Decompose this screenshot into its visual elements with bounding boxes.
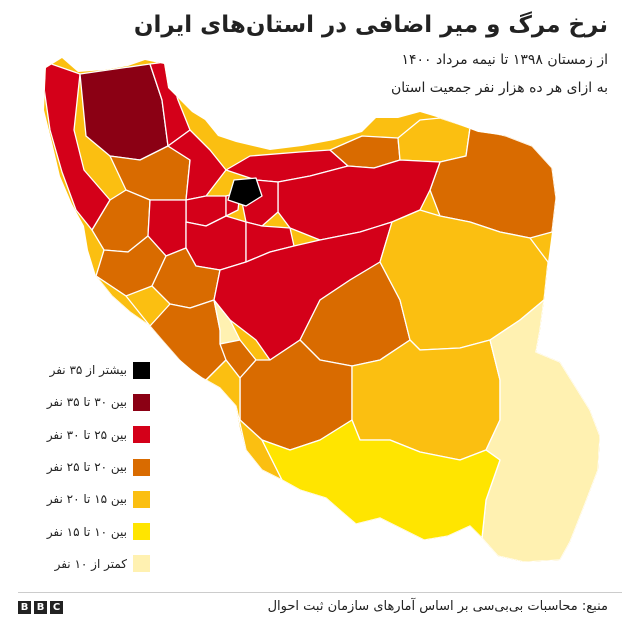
legend-swatch bbox=[133, 490, 150, 508]
legend-item: بین ۳۰ تا ۳۵ نفر bbox=[0, 386, 150, 418]
province-semnan bbox=[277, 159, 441, 241]
legend-item: بین ۱۵ تا ۲۰ نفر bbox=[0, 483, 150, 515]
source-note: منبع: محاسبات بی‌بی‌سی بر اساس آمارهای س… bbox=[267, 599, 608, 614]
legend-swatch bbox=[133, 393, 150, 411]
province-sistan-baluchestan bbox=[481, 299, 600, 562]
legend-swatch bbox=[133, 426, 150, 444]
logo-letter: B bbox=[18, 601, 31, 614]
map-legend: بیشتر از ۳۵ نفر بین ۳۰ تا ۳۵ نفر بین ۲۵ … bbox=[0, 354, 150, 580]
legend-swatch bbox=[133, 458, 150, 476]
bbc-logo: B B C bbox=[18, 601, 63, 614]
legend-item: بیشتر از ۳۵ نفر bbox=[0, 354, 150, 386]
legend-label: بین ۲۵ تا ۳۰ نفر bbox=[46, 427, 127, 442]
logo-letter: B bbox=[34, 601, 47, 614]
province-gilan bbox=[167, 129, 227, 201]
legend-label: بین ۲۰ تا ۲۵ نفر bbox=[46, 460, 127, 475]
legend-swatch bbox=[133, 361, 150, 379]
legend-item: بین ۲۰ تا ۲۵ نفر bbox=[0, 451, 150, 483]
legend-item: بین ۲۵ تا ۳۰ نفر bbox=[0, 419, 150, 451]
legend-swatch bbox=[133, 555, 150, 573]
legend-label: بین ۱۰ تا ۱۵ نفر bbox=[46, 524, 127, 539]
legend-item: بین ۱۰ تا ۱۵ نفر bbox=[0, 515, 150, 547]
legend-label: کمتر از ۱۰ نفر bbox=[54, 556, 127, 571]
province-tehran-city bbox=[227, 177, 263, 207]
map-subtitle-unit: به ازای هر ده هزار نفر جمعیت استان bbox=[390, 80, 608, 96]
legend-label: بین ۱۵ تا ۲۰ نفر bbox=[46, 492, 127, 507]
map-subtitle-period: از زمستان ۱۳۹۸ تا نیمه مرداد ۱۴۰۰ bbox=[401, 52, 609, 68]
logo-letter: C bbox=[50, 601, 63, 614]
legend-swatch bbox=[133, 523, 150, 541]
map-title: نرخ مرگ و میر اضافی در استان‌های ایران bbox=[133, 12, 608, 38]
province-ilam bbox=[95, 275, 151, 327]
legend-item: کمتر از ۱۰ نفر bbox=[0, 548, 150, 580]
legend-label: بیشتر از ۳۵ نفر bbox=[49, 363, 127, 378]
province-kermanshah bbox=[95, 235, 167, 297]
province-markazi bbox=[185, 215, 247, 271]
legend-label: بین ۳۰ تا ۳۵ نفر bbox=[46, 395, 127, 410]
footer-divider bbox=[18, 592, 622, 593]
